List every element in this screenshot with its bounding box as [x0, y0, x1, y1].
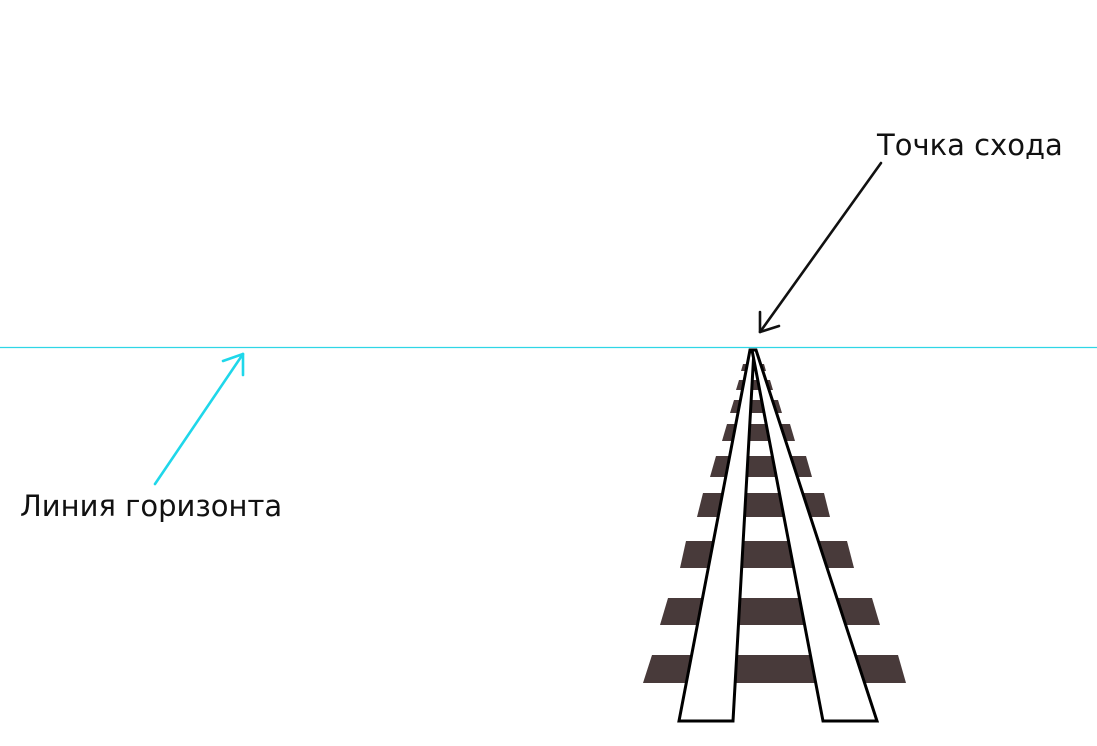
railway-rails: [677, 348, 880, 723]
vanishing-point-arrow: [758, 161, 883, 334]
sleeper: [643, 655, 906, 683]
horizon-line-arrow: [153, 352, 245, 486]
sleeper: [680, 541, 854, 568]
sleeper: [660, 598, 880, 625]
horizon-line-label: Линия горизонта: [20, 489, 283, 523]
right-rail: [750, 348, 880, 723]
vanishing-point-label: Точка схода: [877, 128, 1063, 162]
